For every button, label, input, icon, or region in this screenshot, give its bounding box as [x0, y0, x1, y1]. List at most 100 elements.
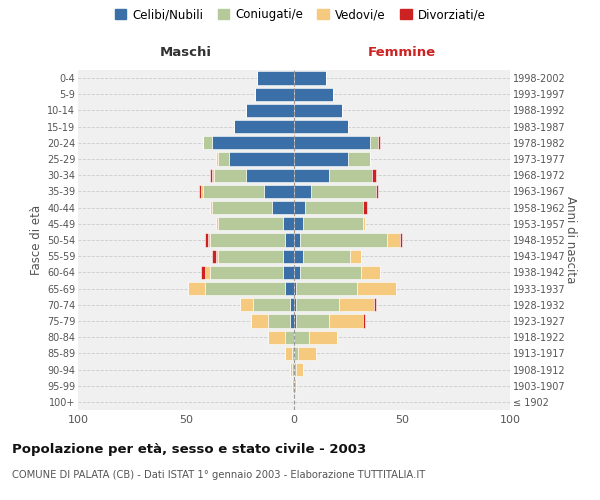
Bar	[378, 136, 380, 149]
Bar	[286, 330, 294, 344]
Bar	[201, 185, 203, 198]
Text: Maschi: Maschi	[160, 46, 212, 59]
Bar	[290, 314, 294, 328]
Bar	[302, 217, 363, 230]
Bar	[294, 120, 348, 134]
Bar	[294, 330, 309, 344]
Bar	[210, 266, 283, 279]
Bar	[298, 346, 316, 360]
Bar	[294, 379, 296, 392]
Bar	[296, 314, 329, 328]
Bar	[363, 314, 365, 328]
Bar	[292, 346, 294, 360]
Bar	[216, 250, 218, 263]
Text: Popolazione per età, sesso e stato civile - 2003: Popolazione per età, sesso e stato civil…	[12, 442, 366, 456]
Bar	[301, 234, 387, 246]
Bar	[376, 185, 378, 198]
Bar	[216, 152, 218, 166]
Bar	[294, 104, 341, 117]
Bar	[305, 201, 363, 214]
Bar	[363, 217, 365, 230]
Bar	[255, 88, 294, 101]
Bar	[294, 136, 370, 149]
Bar	[296, 298, 340, 312]
Bar	[210, 234, 286, 246]
Bar	[329, 314, 363, 328]
Text: Femmine: Femmine	[368, 46, 436, 59]
Bar	[214, 168, 247, 182]
Y-axis label: Anni di nascita: Anni di nascita	[564, 196, 577, 284]
Bar	[233, 120, 294, 134]
Bar	[212, 136, 294, 149]
Bar	[208, 234, 210, 246]
Bar	[370, 136, 378, 149]
Bar	[294, 266, 301, 279]
Bar	[294, 217, 302, 230]
Bar	[294, 152, 348, 166]
Bar	[203, 136, 212, 149]
Bar	[212, 201, 272, 214]
Bar	[294, 88, 333, 101]
Bar	[210, 201, 212, 214]
Bar	[350, 250, 361, 263]
Bar	[257, 72, 294, 85]
Bar	[253, 298, 290, 312]
Bar	[212, 250, 216, 263]
Bar	[294, 201, 305, 214]
Bar	[218, 250, 283, 263]
Bar	[348, 152, 370, 166]
Bar	[218, 152, 229, 166]
Bar	[205, 282, 286, 295]
Legend: Celibi/Nubili, Coniugati/e, Vedovi/e, Divorziati/e: Celibi/Nubili, Coniugati/e, Vedovi/e, Di…	[115, 8, 485, 22]
Bar	[296, 282, 356, 295]
Bar	[201, 266, 205, 279]
Bar	[247, 168, 294, 182]
Bar	[199, 185, 201, 198]
Bar	[400, 234, 402, 246]
Bar	[240, 298, 253, 312]
Bar	[372, 168, 376, 182]
Bar	[296, 363, 302, 376]
Bar	[286, 234, 294, 246]
Bar	[294, 346, 298, 360]
Bar	[272, 201, 294, 214]
Bar	[286, 282, 294, 295]
Bar	[311, 185, 376, 198]
Bar	[374, 298, 376, 312]
Bar	[283, 217, 294, 230]
Bar	[218, 217, 283, 230]
Bar	[302, 250, 350, 263]
Bar	[229, 152, 294, 166]
Bar	[361, 266, 380, 279]
Bar	[247, 104, 294, 117]
Bar	[301, 266, 361, 279]
Bar	[294, 185, 311, 198]
Bar	[340, 298, 374, 312]
Bar	[205, 266, 210, 279]
Bar	[294, 363, 296, 376]
Text: COMUNE DI PALATA (CB) - Dati ISTAT 1° gennaio 2003 - Elaborazione TUTTITALIA.IT: COMUNE DI PALATA (CB) - Dati ISTAT 1° ge…	[12, 470, 425, 480]
Bar	[387, 234, 400, 246]
Bar	[356, 282, 395, 295]
Bar	[268, 314, 290, 328]
Bar	[286, 346, 292, 360]
Bar	[205, 234, 208, 246]
Bar	[210, 168, 212, 182]
Bar	[212, 168, 214, 182]
Bar	[264, 185, 294, 198]
Bar	[294, 298, 296, 312]
Bar	[294, 250, 302, 263]
Bar	[294, 234, 301, 246]
Bar	[268, 330, 286, 344]
Bar	[294, 314, 296, 328]
Y-axis label: Fasce di età: Fasce di età	[29, 205, 43, 275]
Bar	[294, 282, 296, 295]
Bar	[290, 298, 294, 312]
Bar	[216, 217, 218, 230]
Bar	[292, 363, 294, 376]
Bar	[251, 314, 268, 328]
Bar	[188, 282, 205, 295]
Bar	[294, 168, 329, 182]
Bar	[329, 168, 372, 182]
Bar	[203, 185, 264, 198]
